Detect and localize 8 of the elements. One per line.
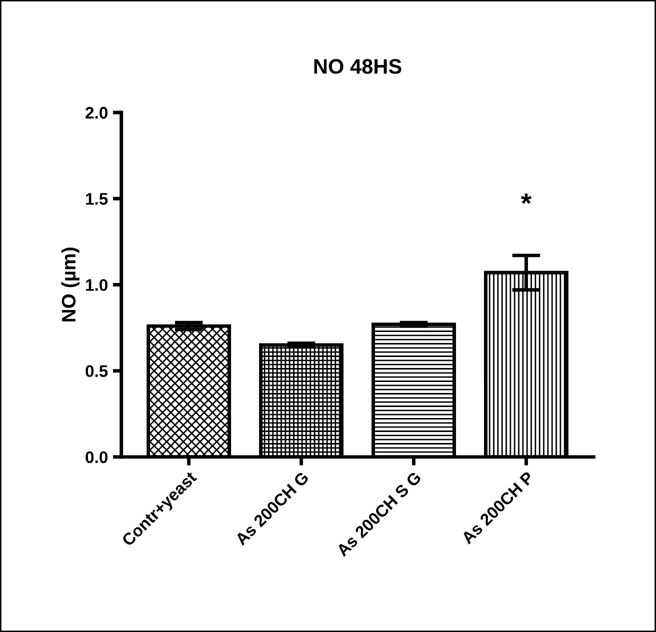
y-tick-label: 1.5 (86, 193, 108, 205)
y-tick-label: 1.0 (86, 279, 108, 291)
annotation: * (520, 194, 532, 204)
y-tick-label: 0.0 (86, 451, 108, 464)
y-tick-label: 0.5 (86, 365, 108, 378)
y-axis-title: NO (µm) (61, 248, 80, 322)
chart-title: NO 48HS (314, 59, 402, 74)
y-tick-label: 2.0 (86, 106, 108, 119)
